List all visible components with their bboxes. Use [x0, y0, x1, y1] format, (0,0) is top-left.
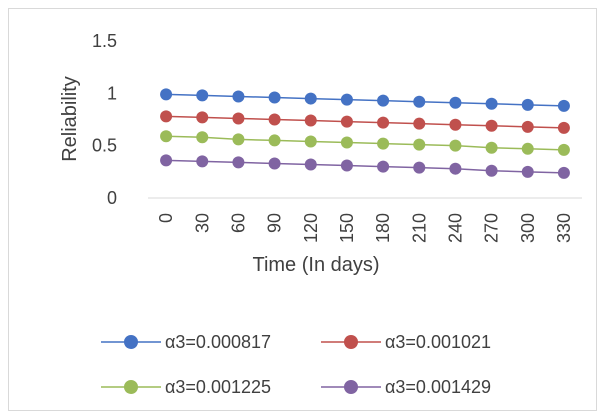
- data-point: [340, 115, 353, 128]
- data-point: [232, 156, 245, 169]
- x-tick-label: 30: [192, 213, 212, 233]
- data-point: [521, 142, 534, 155]
- data-point: [521, 120, 534, 133]
- series-line: [166, 159, 564, 174]
- data-point: [377, 94, 390, 107]
- data-point: [449, 139, 462, 152]
- y-axis-ticks: 0 0.5 1 1.5: [92, 31, 117, 208]
- data-point: [160, 154, 173, 167]
- legend-marker: [344, 380, 358, 394]
- data-point: [340, 159, 353, 172]
- data-point: [557, 166, 570, 179]
- data-point: [268, 134, 281, 147]
- data-point: [413, 95, 426, 108]
- x-tick-label: 300: [518, 213, 538, 243]
- x-axis-title: Time (In days): [252, 254, 379, 276]
- data-point: [449, 118, 462, 131]
- data-point: [521, 98, 534, 111]
- x-tick-label: 90: [265, 213, 285, 233]
- data-point: [521, 165, 534, 178]
- data-point: [160, 130, 173, 143]
- x-tick-label: 270: [482, 213, 502, 243]
- data-point: [449, 162, 462, 175]
- data-point: [557, 143, 570, 156]
- y-tick-label: 1: [107, 83, 117, 103]
- series-line: [166, 115, 564, 129]
- data-point: [377, 137, 390, 150]
- legend-marker: [124, 335, 138, 349]
- line-chart: 0 0.5 1 1.5 0 30 60 90 120 150 180 210 240 270 300 330…: [59, 31, 582, 397]
- x-axis-ticks: 0 30 60 90 120 150 180 210 240 270 300 330: [156, 213, 574, 243]
- chart-area: 0 0.5 1 1.5 0 30 60 90 120 150 180 210 240 270 300 330…: [8, 8, 597, 411]
- data-point: [304, 92, 317, 105]
- legend: α3=0.000817 α3=0.001021 α3=0.001225 α3=0.00…: [101, 332, 491, 397]
- data-point: [377, 116, 390, 129]
- series-line: [166, 135, 564, 151]
- legend-marker: [124, 380, 138, 394]
- data-point: [232, 133, 245, 146]
- series-layer: [160, 88, 570, 179]
- data-point: [160, 88, 173, 101]
- x-tick-label: 180: [373, 213, 393, 243]
- data-point: [232, 112, 245, 125]
- data-point: [196, 131, 209, 144]
- data-point: [160, 110, 173, 123]
- data-point: [413, 117, 426, 130]
- data-point: [268, 113, 281, 126]
- data-point: [196, 111, 209, 124]
- y-tick-label: 0: [107, 188, 117, 208]
- legend-label: α3=0.001429: [385, 377, 491, 397]
- data-point: [413, 138, 426, 151]
- data-point: [268, 157, 281, 170]
- legend-marker: [344, 335, 358, 349]
- data-point: [485, 164, 498, 177]
- legend-label: α3=0.001021: [385, 332, 491, 352]
- y-axis-title: Reliability: [59, 76, 81, 162]
- data-point: [268, 91, 281, 104]
- data-point: [304, 158, 317, 171]
- legend-label: α3=0.000817: [165, 332, 271, 352]
- data-point: [413, 161, 426, 174]
- data-point: [340, 93, 353, 106]
- legend-label: α3=0.001225: [165, 377, 271, 397]
- data-point: [232, 90, 245, 103]
- data-point: [340, 136, 353, 149]
- x-tick-label: 0: [156, 213, 176, 223]
- data-point: [485, 141, 498, 154]
- data-point: [485, 97, 498, 110]
- data-point: [196, 155, 209, 168]
- x-tick-label: 330: [554, 213, 574, 243]
- x-tick-label: 60: [228, 213, 248, 233]
- data-point: [304, 114, 317, 127]
- x-tick-label: 150: [337, 213, 357, 243]
- data-point: [557, 99, 570, 112]
- data-point: [377, 160, 390, 173]
- data-point: [485, 119, 498, 132]
- series-line: [166, 93, 564, 107]
- data-point: [304, 135, 317, 148]
- data-point: [557, 121, 570, 134]
- data-point: [449, 96, 462, 109]
- y-tick-label: 0.5: [92, 136, 117, 156]
- x-tick-label: 240: [445, 213, 465, 243]
- y-tick-label: 1.5: [92, 31, 117, 51]
- x-tick-label: 210: [409, 213, 429, 243]
- x-tick-label: 120: [301, 213, 321, 243]
- data-point: [196, 89, 209, 102]
